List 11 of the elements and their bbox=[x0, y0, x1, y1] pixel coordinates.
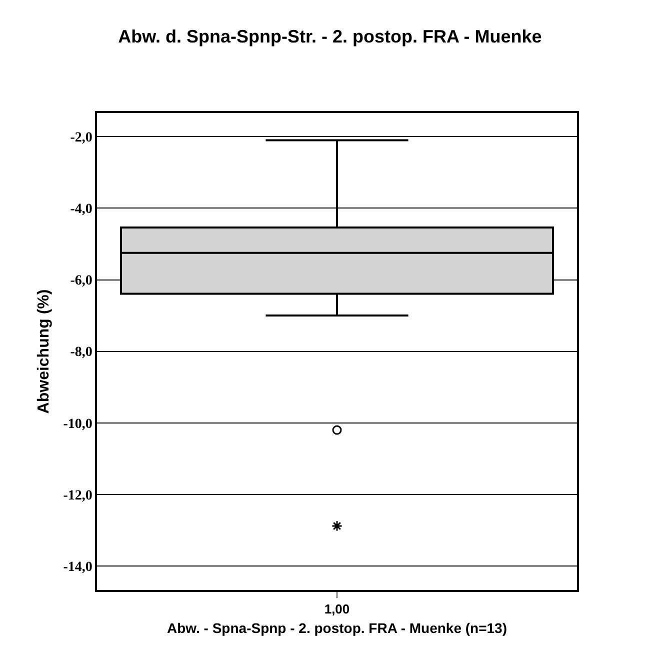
y-tick-label: -10,0 bbox=[63, 416, 92, 432]
y-axis-title: Abweichung (%) bbox=[36, 289, 53, 414]
y-tick-label: -12,0 bbox=[63, 488, 92, 504]
y-tick-label: -2,0 bbox=[70, 130, 92, 146]
x-tick-label: 1,00 bbox=[324, 601, 350, 616]
y-tick-label: -14,0 bbox=[63, 560, 92, 575]
x-axis-title: Abw. - Spna-Spnp - 2. postop. FRA - Muenke (n=13) bbox=[166, 620, 508, 636]
y-tick-label: -4,0 bbox=[70, 202, 92, 218]
chart-title: Abw. d. Spna-Spnp-Str. - 2. postop. FRA - Muenke bbox=[118, 26, 542, 46]
y-tick-label: -6,0 bbox=[70, 274, 92, 289]
y-tick-label: -8,0 bbox=[70, 345, 92, 360]
